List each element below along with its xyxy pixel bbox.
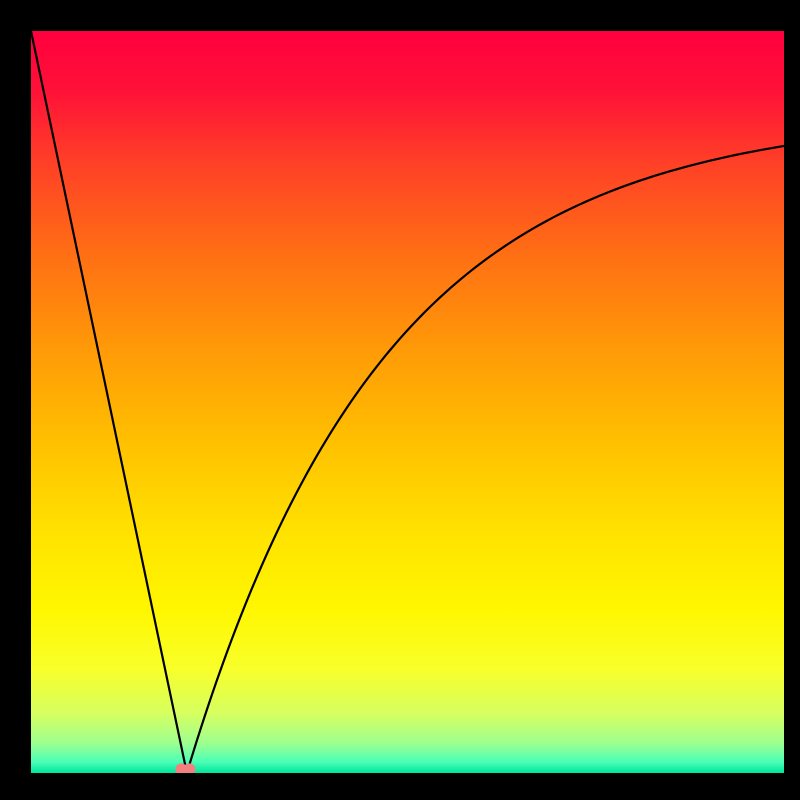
curve-layer	[31, 31, 784, 773]
frame-left	[0, 0, 31, 800]
frame-bottom	[0, 773, 800, 800]
frame-right	[784, 0, 800, 800]
plot-area	[31, 31, 784, 773]
bottleneck-curve	[31, 31, 784, 773]
frame-top	[0, 0, 800, 31]
